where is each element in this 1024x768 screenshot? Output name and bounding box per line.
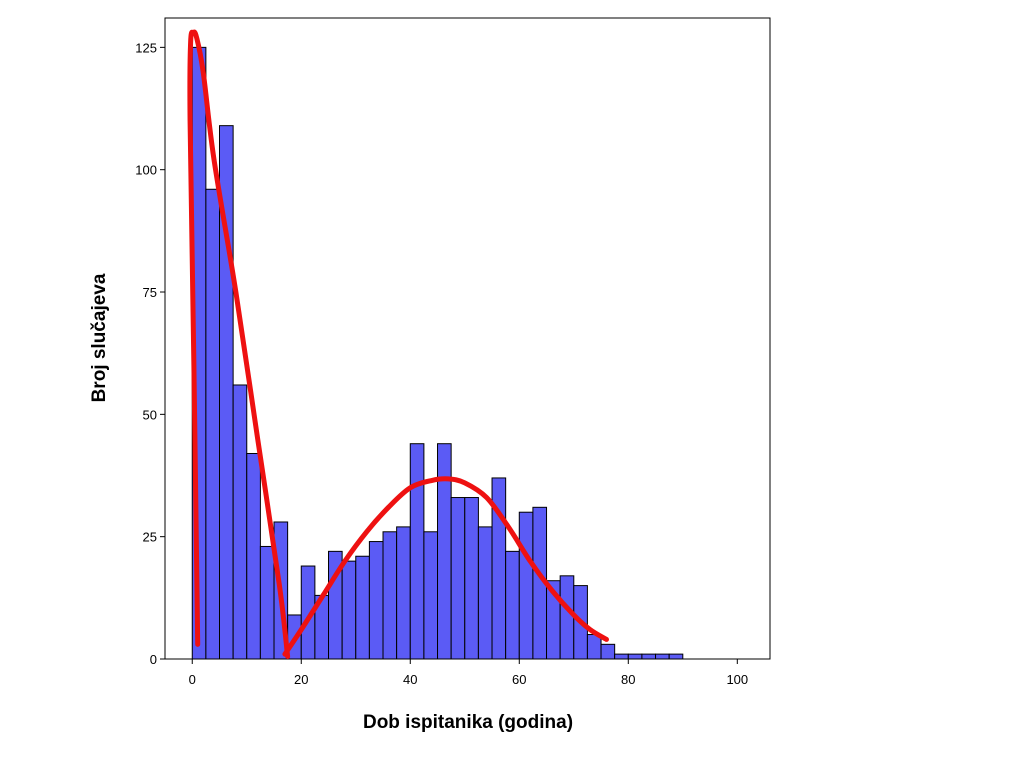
histogram-bar-31 xyxy=(614,653,629,660)
histogram-bar-32 xyxy=(627,653,643,660)
histogram-bar-17 xyxy=(423,531,439,660)
histogram-bar-14 xyxy=(382,531,398,660)
x-tick-label-20: 20 xyxy=(294,672,308,687)
y-axis: 0 25 50 75 100 125 xyxy=(135,40,165,667)
histogram-bar-23 xyxy=(505,550,520,660)
histogram-bar-34 xyxy=(655,653,670,660)
histogram-bar-11 xyxy=(341,560,357,660)
histogram-bar-18 xyxy=(437,443,452,660)
y-tick-label-100: 100 xyxy=(135,163,157,178)
distribution-curve-0 xyxy=(187,29,291,660)
histogram-bar-29 xyxy=(586,634,602,660)
histogram-bar-20 xyxy=(464,497,479,660)
distribution-curves xyxy=(187,29,609,660)
histogram-bar-33 xyxy=(641,653,657,660)
histogram-bar-13 xyxy=(368,541,384,660)
x-tick-label-100: 100 xyxy=(726,672,748,687)
y-axis-title: Broj slučajeva xyxy=(89,273,110,402)
x-tick-label-40: 40 xyxy=(403,672,417,687)
y-tick-label-75: 75 xyxy=(143,285,157,300)
y-tick-label-125: 125 xyxy=(135,40,157,55)
histogram-bar-27 xyxy=(559,575,575,660)
histogram-bar-35 xyxy=(668,653,684,660)
x-tick-label-80: 80 xyxy=(621,672,635,687)
y-tick-label-50: 50 xyxy=(143,407,157,422)
histogram-bar-19 xyxy=(450,497,466,660)
histogram-bar-16 xyxy=(409,443,425,660)
y-tick-label-0: 0 xyxy=(150,652,157,667)
y-tick-label-25: 25 xyxy=(143,530,157,545)
histogram-bar-15 xyxy=(396,526,411,660)
x-axis: 0 20 40 60 80 100 xyxy=(189,659,748,687)
x-axis-title: Dob ispitanika (godina) xyxy=(363,712,573,733)
x-tick-label-60: 60 xyxy=(512,672,526,687)
histogram-bar-3 xyxy=(232,384,248,660)
histogram-bar-12 xyxy=(355,555,370,660)
histogram-bar-1 xyxy=(205,188,221,660)
x-tick-label-0: 0 xyxy=(189,672,196,687)
histogram-bar-4 xyxy=(246,452,261,660)
histogram-bar-21 xyxy=(477,526,493,660)
histogram-bar-30 xyxy=(600,643,616,660)
histogram-bar-5 xyxy=(259,545,275,660)
histogram-bar-24 xyxy=(518,511,534,660)
distribution-curve-1 xyxy=(282,476,609,657)
